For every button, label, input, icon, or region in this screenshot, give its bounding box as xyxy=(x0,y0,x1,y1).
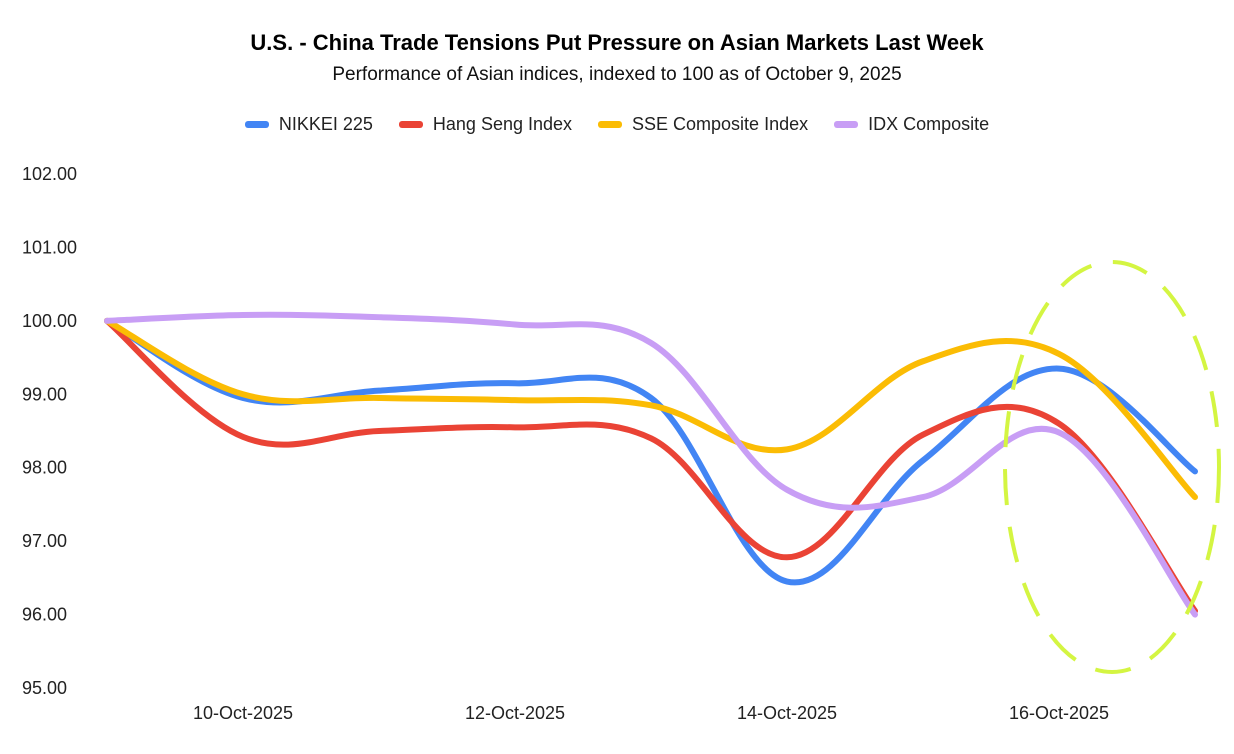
legend: NIKKEI 225 Hang Seng Index SSE Composite… xyxy=(0,114,1234,135)
series-line-sse-composite-index xyxy=(104,317,1198,501)
legend-label-sse: SSE Composite Index xyxy=(632,114,809,134)
x-axis: 10-Oct-2025 12-Oct-2025 14-Oct-2025 16-Oct-… xyxy=(193,703,1109,723)
y-tick-label: 96.00 xyxy=(22,605,67,625)
y-tick-label: 101.00 xyxy=(22,237,77,257)
legend-item-nikkei: NIKKEI 225 xyxy=(244,114,373,135)
legend-swatch-idx xyxy=(834,121,859,128)
legend-label-nikkei: NIKKEI 225 xyxy=(278,114,373,134)
y-tick-label: 102.00 xyxy=(22,164,77,184)
legend-item-idx: IDX Composite xyxy=(834,114,989,135)
y-tick-label: 97.00 xyxy=(22,531,67,551)
x-tick-label: 10-Oct-2025 xyxy=(193,703,293,723)
series-lines xyxy=(104,311,1198,618)
series-line-hang-seng-index xyxy=(104,317,1198,614)
x-tick-label: 16-Oct-2025 xyxy=(1009,703,1109,723)
y-tick-label: 100.00 xyxy=(22,311,77,331)
legend-swatch-hang-seng xyxy=(398,121,423,128)
legend-swatch-sse xyxy=(598,121,623,128)
annotations xyxy=(1003,260,1221,674)
legend-item-hang-seng: Hang Seng Index xyxy=(398,114,573,135)
chart-subtitle: Performance of Asian indices, indexed to… xyxy=(332,64,902,85)
series-line-nikkei-225 xyxy=(104,317,1198,586)
x-tick-label: 12-Oct-2025 xyxy=(465,703,565,723)
y-tick-label: 98.00 xyxy=(22,458,67,478)
y-tick-label: 95.00 xyxy=(22,678,67,698)
y-tick-label: 99.00 xyxy=(22,384,67,404)
x-tick-label: 14-Oct-2025 xyxy=(737,703,837,723)
legend-label-hang-seng: Hang Seng Index xyxy=(432,114,573,134)
legend-label-idx: IDX Composite xyxy=(868,114,990,134)
y-axis: 95.00 96.00 97.00 98.00 99.00 100.00 101.00 102… xyxy=(22,164,77,698)
series-line-idx-composite xyxy=(104,311,1198,618)
highlight-ellipse xyxy=(1003,260,1221,674)
legend-item-sse: SSE Composite Index xyxy=(598,114,808,135)
chart-title: U.S. - China Trade Tensions Put Pressure… xyxy=(250,30,984,55)
legend-swatch-nikkei xyxy=(244,121,269,128)
